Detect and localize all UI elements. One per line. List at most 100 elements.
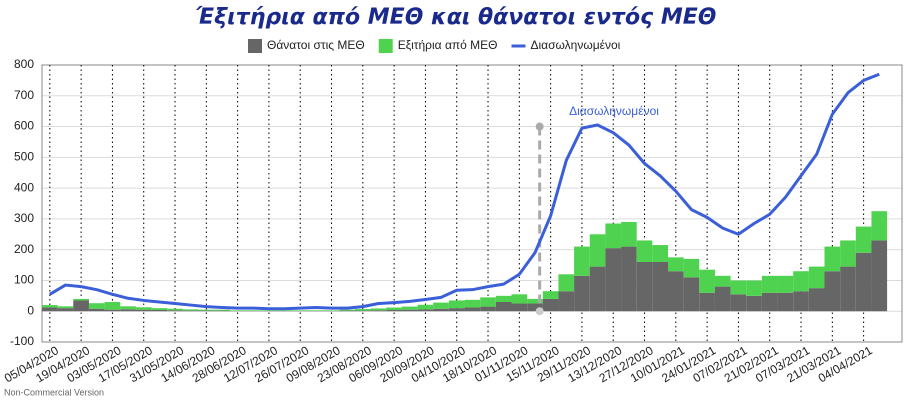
watermark: Non-Commercial Version bbox=[4, 387, 104, 397]
bar-segment bbox=[746, 280, 762, 296]
annotation-label: Διασωληνωμένοι bbox=[569, 104, 659, 118]
bar-segment bbox=[589, 234, 606, 267]
legend-swatch bbox=[248, 39, 262, 53]
annotation-dot bbox=[535, 307, 544, 316]
bar-segment bbox=[527, 298, 543, 304]
bar-segment bbox=[73, 298, 89, 301]
bar-segment bbox=[370, 310, 387, 312]
bar-segment bbox=[308, 310, 324, 311]
y-tick-label: -100 bbox=[10, 334, 34, 348]
y-tick-label: 100 bbox=[14, 273, 34, 287]
bar-segment bbox=[135, 309, 152, 312]
bar-segment bbox=[73, 300, 89, 312]
bar-segment bbox=[621, 246, 637, 312]
y-tick-label: 700 bbox=[14, 88, 34, 102]
bar-segment bbox=[793, 291, 809, 312]
bar-segment bbox=[417, 309, 434, 312]
bar-segment bbox=[401, 309, 418, 312]
bar-segment bbox=[511, 303, 528, 312]
bar-segment bbox=[855, 252, 872, 312]
bar-segment bbox=[793, 271, 809, 292]
bar-segment bbox=[464, 299, 481, 308]
bar-segment bbox=[480, 297, 496, 307]
bar-segment bbox=[167, 310, 183, 312]
bar-segment bbox=[730, 294, 747, 312]
bar-segment bbox=[88, 308, 105, 312]
bar-segment bbox=[761, 292, 778, 312]
bar-segment bbox=[652, 261, 668, 312]
bar-segment bbox=[777, 275, 794, 293]
bar-segment bbox=[42, 307, 58, 312]
annotation-dot bbox=[535, 122, 544, 131]
bar-segment bbox=[401, 306, 418, 310]
bar-segment bbox=[276, 310, 293, 311]
bar-segment bbox=[714, 286, 731, 312]
bar-segment bbox=[824, 271, 841, 312]
legend-label: Εξιτήρια από ΜΕΘ bbox=[398, 38, 498, 52]
bar-segment bbox=[574, 275, 590, 312]
bar-segment bbox=[214, 309, 230, 311]
bar-segment bbox=[730, 280, 747, 295]
bar-segment bbox=[339, 310, 355, 312]
bar-segment bbox=[370, 308, 387, 311]
bar-segment bbox=[542, 298, 559, 312]
bar-segment bbox=[480, 306, 496, 312]
bar-segment bbox=[558, 291, 575, 312]
bar-segment bbox=[135, 307, 152, 310]
bar-segment bbox=[120, 306, 136, 310]
bar-segment bbox=[683, 277, 700, 312]
bar-segment bbox=[151, 308, 168, 310]
legend-label: Διασωληνωμένοι bbox=[531, 38, 621, 52]
y-tick-label: 0 bbox=[27, 303, 34, 317]
bar-segment bbox=[104, 301, 121, 310]
bar-segment bbox=[104, 309, 121, 312]
bar-segment bbox=[808, 266, 825, 289]
bar-segment bbox=[699, 269, 715, 293]
bar-segment bbox=[120, 309, 136, 312]
bar-segment bbox=[840, 240, 856, 267]
bar-segment bbox=[636, 240, 653, 262]
bar-segment bbox=[683, 258, 700, 278]
y-tick-label: 600 bbox=[14, 119, 34, 133]
bar-segment bbox=[855, 226, 872, 253]
bar-segment bbox=[777, 292, 794, 312]
bar-segment bbox=[433, 302, 449, 309]
bar-segment bbox=[229, 310, 246, 311]
bar-segment bbox=[808, 288, 825, 312]
bar-segment bbox=[245, 310, 262, 311]
bar-segment bbox=[151, 309, 168, 312]
y-tick-label: 500 bbox=[14, 150, 34, 164]
line-series bbox=[49, 72, 880, 311]
bar-segment bbox=[88, 303, 105, 309]
bar-segment bbox=[636, 261, 653, 312]
bar-segment bbox=[198, 309, 215, 311]
bar-segment bbox=[714, 275, 731, 287]
y-tick-label: 300 bbox=[14, 211, 34, 225]
bar-segment bbox=[42, 305, 58, 308]
bar-segment bbox=[448, 300, 465, 309]
legend-label: Θάνατοι στις ΜΕΘ bbox=[267, 38, 365, 52]
bar-segment bbox=[355, 309, 371, 311]
bar-segment bbox=[386, 309, 402, 312]
bar-segment bbox=[214, 310, 230, 312]
bar-segment bbox=[292, 310, 309, 311]
bar-segment bbox=[824, 246, 841, 272]
legend-swatch bbox=[378, 39, 393, 53]
bar-segment bbox=[574, 246, 590, 276]
bar-segment bbox=[746, 295, 762, 312]
bar-segment bbox=[699, 292, 715, 312]
bar-segment bbox=[261, 310, 277, 311]
bar-segment bbox=[558, 274, 575, 292]
bar-segment bbox=[386, 307, 402, 310]
bar-segment bbox=[339, 309, 355, 311]
y-tick-label: 400 bbox=[14, 180, 34, 194]
bar-segment bbox=[761, 275, 778, 293]
bar-segment bbox=[57, 308, 74, 312]
bar-segment bbox=[871, 240, 888, 312]
bar-segment bbox=[417, 304, 434, 310]
bar-segment bbox=[621, 221, 637, 247]
bar-segment bbox=[668, 257, 684, 272]
bar-segment bbox=[511, 294, 528, 304]
bar-segment bbox=[495, 295, 512, 302]
